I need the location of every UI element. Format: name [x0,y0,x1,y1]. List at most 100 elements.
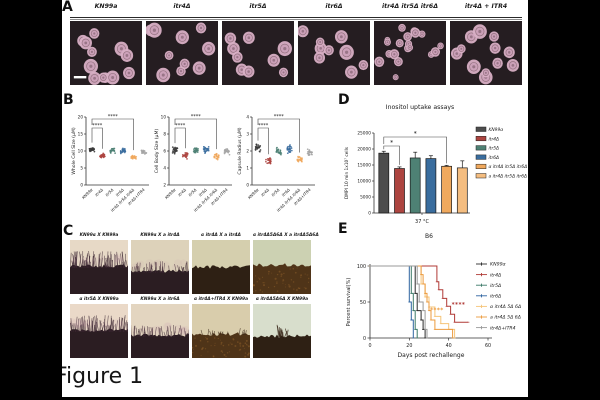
panel-a-strain-labels: KN99a itr4Δ itr5Δ itr6Δ itr4Δ itr5Δ itr6… [70,3,522,10]
svg-text:4: 4 [163,166,166,171]
bar-chart-inositol-uptake: Inositol uptake assays 0 5000 10000 15000 200… [344,104,528,225]
micrograph-image [450,21,522,85]
svg-text:****: **** [191,114,202,120]
mating-cell: KN99α X a itr4Δ [131,232,189,294]
mating-cell: KN99α X a itr6Δ [131,296,189,358]
svg-text:itr6Δ: itr6Δ [115,187,126,198]
svg-text:itr6Δ: itr6Δ [281,187,292,198]
mating-image [253,240,311,294]
figure-caption: Figure 1 [62,364,144,389]
svg-text:4: 4 [246,115,249,120]
svg-text:itr6Δ: itr6Δ [490,294,501,300]
strain-label: itr4Δ itr5Δ itr6Δ [382,3,438,10]
svg-text:0: 0 [80,183,83,188]
svg-text:20: 20 [406,343,412,349]
micrograph-image [374,21,446,85]
strain-label: itr4Δ + ITR4 [464,3,508,10]
svg-text:itr4Δ: itr4Δ [177,187,188,198]
svg-text:Inositol uptake assays: Inositol uptake assays [386,104,455,111]
svg-text:a itr4Δ itr5Δ itr6Δ: a itr4Δ itr5Δ itr6Δ [489,174,528,180]
panel-e-letter: E [338,221,348,237]
svg-text:*: * [414,131,417,138]
svg-text:KN99α: KN99α [81,187,94,200]
svg-text:Capsule Radius (μM): Capsule Radius (μM) [237,127,243,174]
cross-label: KN99α X a itr4Δ [140,233,180,238]
mating-image [70,240,128,294]
svg-text:KN99α: KN99α [490,262,507,268]
svg-text:itr4Δ+ITR4: itr4Δ+ITR4 [490,325,516,331]
strain-label: KN99a [94,3,118,10]
svg-text:15: 15 [78,132,84,137]
figure-canvas: A KN99a itr4Δ itr5Δ itr6Δ itr4Δ itr5Δ it… [62,0,528,397]
panel-b-letter: B [63,92,74,108]
mating-image [192,240,250,294]
strain-label: itr4Δ [173,3,191,10]
cross-label: α itr4Δ+ITR4 X KN99a [193,297,249,302]
svg-text:itr6Δ: itr6Δ [198,187,209,198]
mating-image [253,304,311,358]
panel-a-divider [70,16,522,21]
svg-text:6: 6 [163,149,166,154]
svg-text:itr5Δ: itr5Δ [187,187,198,198]
svg-text:itr5Δ: itr5Δ [489,146,500,152]
svg-text:α itr4Δ 5Δ 6Δ: α itr4Δ 5Δ 6Δ [490,304,521,310]
svg-text:itr5Δ: itr5Δ [270,187,281,198]
svg-text:itr4Δ: itr4Δ [94,187,105,198]
mating-cell: α itr4Δ+ITR4 X KN99a [192,296,250,358]
svg-text:****: **** [108,114,119,120]
cross-label: α itr4Δ5Δ6Δ X KN99a [255,297,309,302]
micrograph-image [146,21,218,85]
micrograph-image [70,21,142,85]
svg-text:50: 50 [360,300,366,306]
cross-label: KN99α X KN99a [79,233,119,238]
strain-label: itr6Δ [325,3,343,10]
panel-a-letter: A [62,0,73,15]
svg-text:8: 8 [163,132,166,137]
svg-text:a itr4Δ 5Δ 6Δ: a itr4Δ 5Δ 6Δ [490,315,521,321]
mating-image [192,304,250,358]
svg-text:KN99α: KN99α [247,187,260,200]
cross-label: KN99α X a itr6Δ [140,297,180,302]
svg-text:15000: 15000 [357,163,371,169]
svg-text:2: 2 [246,149,249,154]
panel-a-micrographs [70,21,522,85]
mating-image [131,304,189,358]
svg-text:5: 5 [80,166,83,171]
svg-text:****: **** [430,308,444,314]
panel-c-mating-grid: KN99α X KN99a KN99α X a itr4Δ α itr4Δ X … [70,232,319,358]
svg-text:α itr4Δ itr5Δ itr6Δ: α itr4Δ itr5Δ itr6Δ [489,164,528,170]
svg-text:B6: B6 [425,233,433,240]
svg-text:0: 0 [368,343,371,349]
micrograph-image [298,21,370,85]
svg-text:0: 0 [363,336,366,342]
panel-b-scatter-plots: 0 5 10 15 20 Whole Cell Size (μM) KN99α itr4Δ it… [70,103,317,225]
mating-image [131,240,189,294]
scatter-plot-cell-body-size: 2 4 6 8 10 Cell Body Size (μM) KN99α itr4Δ itr5Δ… [154,114,232,213]
svg-text:itr5Δ: itr5Δ [490,283,501,289]
mating-cell: α itr4Δ5Δ6Δ X a itr4Δ5Δ6Δ [253,232,319,294]
strain-label: itr5Δ [249,3,267,10]
svg-text:10: 10 [161,115,167,120]
svg-text:25000: 25000 [357,131,371,137]
svg-text:Whole Cell Size (μM): Whole Cell Size (μM) [71,127,77,174]
cross-label: α itr4Δ X a itr4Δ [201,233,241,238]
mating-cell: α itr4Δ X a itr4Δ [192,232,250,294]
mating-cell: α itr4Δ5Δ6Δ X KN99a [253,296,311,358]
cross-label: α itr5Δ X KN99a [79,297,119,302]
svg-text:40: 40 [446,343,452,349]
svg-text:DMPI 10 min 1x10⁷ cells: DMPI 10 min 1x10⁷ cells [344,146,350,199]
svg-text:10: 10 [78,149,84,154]
svg-text:5000: 5000 [360,195,371,201]
svg-text:20: 20 [78,115,84,120]
svg-text:2: 2 [163,183,166,188]
mating-image [70,304,128,358]
svg-text:****: **** [175,123,186,129]
survival-curve-b6: B6 0 50 100 0 20 40 60 Percent survival(%) Days p… [346,233,521,359]
svg-text:Percent survival(%): Percent survival(%) [346,278,352,327]
svg-text:itr5Δ: itr5Δ [104,187,115,198]
svg-text:*: * [390,140,393,147]
svg-text:Cell Body Size (μM): Cell Body Size (μM) [154,129,160,174]
svg-text:itr4Δ: itr4Δ [489,136,500,142]
